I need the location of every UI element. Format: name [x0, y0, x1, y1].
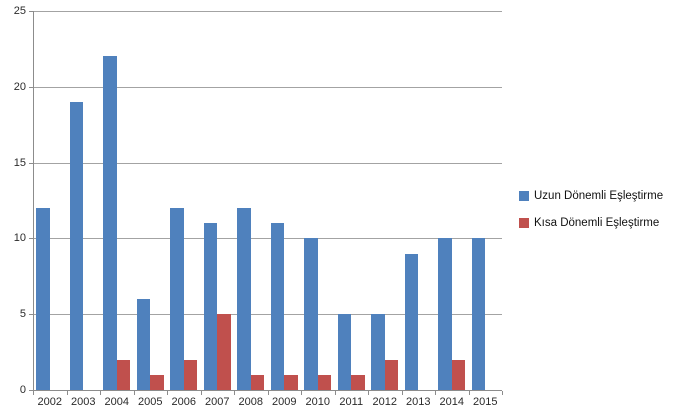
- bar-uzun-2012: [371, 314, 385, 390]
- bar-uzun-2008: [237, 208, 251, 390]
- x-axis-label-2010: 2010: [305, 396, 330, 408]
- gridline-10: [33, 238, 502, 239]
- legend-label-uzun-donemli: Uzun Dönemli Eşleştirme: [534, 190, 664, 202]
- x-axis-label-2006: 2006: [171, 396, 196, 408]
- bar-uzun-2009: [270, 223, 285, 390]
- x-tick-5: [201, 391, 202, 395]
- x-tick-7: [268, 391, 269, 395]
- bar-kisa-2004: [116, 360, 131, 390]
- y-axis-line: [33, 11, 34, 391]
- bar-uzun-2011: [337, 314, 352, 390]
- bar-uzun-2007: [203, 223, 218, 390]
- x-axis-label-2003: 2003: [71, 396, 96, 408]
- x-axis-label-2008: 2008: [238, 396, 263, 408]
- gridline-5: [33, 314, 502, 315]
- y-tick-5: [29, 314, 33, 315]
- y-axis-label-5: 5: [19, 308, 26, 320]
- legend-swatch-uzun-donemli: [519, 191, 529, 201]
- x-axis-label-2013: 2013: [406, 396, 431, 408]
- y-tick-10: [29, 238, 33, 239]
- chart-legend: Uzun Dönemli Eşleştirme Kısa Dönemli Eşl…: [519, 190, 663, 244]
- y-axis-label-25: 25: [13, 5, 26, 17]
- y-tick-20: [29, 87, 33, 88]
- legend-label-kisa-donemli: Kısa Dönemli Eşleştirme: [534, 217, 660, 229]
- x-axis-label-2015: 2015: [473, 396, 498, 408]
- bar-kisa-2012: [384, 360, 399, 390]
- gridline-15: [33, 163, 502, 164]
- bar-kisa-2007: [217, 314, 231, 390]
- x-axis-label-2012: 2012: [372, 396, 397, 408]
- x-tick-9: [335, 391, 336, 395]
- x-tick-13: [469, 391, 470, 395]
- legend-item-kisa-donemli: Kısa Dönemli Eşleştirme: [519, 217, 663, 229]
- legend-swatch-kisa-donemli: [519, 218, 529, 228]
- x-axis-label-2005: 2005: [138, 396, 163, 408]
- x-tick-11: [402, 391, 403, 395]
- y-axis-label-20: 20: [13, 81, 26, 93]
- x-tick-3: [134, 391, 135, 395]
- bar-uzun-2003: [69, 102, 84, 390]
- bar-uzun-2013: [404, 254, 419, 390]
- bar-kisa-2011: [351, 375, 365, 390]
- x-axis-label-2011: 2011: [339, 396, 364, 408]
- bar-kisa-2009: [284, 375, 298, 390]
- y-axis-label-10: 10: [13, 232, 26, 244]
- x-tick-14: [502, 391, 503, 395]
- bar-kisa-2006: [183, 360, 198, 390]
- x-tick-4: [167, 391, 168, 395]
- bar-uzun-2004: [103, 56, 117, 390]
- legend-item-uzun-donemli: Uzun Dönemli Eşleştirme: [519, 190, 663, 202]
- bar-uzun-2014: [438, 238, 452, 390]
- bar-kisa-2010: [317, 375, 332, 390]
- x-axis-label-2009: 2009: [272, 396, 297, 408]
- bar-uzun-2005: [136, 299, 151, 390]
- x-axis-line: [33, 390, 502, 391]
- bar-uzun-2002: [36, 208, 50, 390]
- x-axis-label-2007: 2007: [205, 396, 230, 408]
- x-tick-0: [33, 391, 34, 395]
- x-tick-10: [368, 391, 369, 395]
- gridline-25: [33, 11, 502, 12]
- gridline-20: [33, 87, 502, 88]
- bar-kisa-2005: [150, 375, 164, 390]
- x-tick-6: [234, 391, 235, 395]
- x-axis-label-2004: 2004: [104, 396, 129, 408]
- bar-kisa-2014: [451, 360, 466, 390]
- y-tick-25: [29, 11, 33, 12]
- x-tick-2: [100, 391, 101, 395]
- y-tick-15: [29, 163, 33, 164]
- bar-kisa-2008: [250, 375, 265, 390]
- x-axis-label-2014: 2014: [439, 396, 464, 408]
- x-tick-1: [67, 391, 68, 395]
- y-axis-label-0: 0: [19, 384, 26, 396]
- bar-uzun-2006: [170, 208, 184, 390]
- bar-uzun-2010: [304, 238, 318, 390]
- bar-uzun-2015: [471, 238, 486, 390]
- x-tick-12: [435, 391, 436, 395]
- x-tick-8: [301, 391, 302, 395]
- y-tick-0: [29, 390, 33, 391]
- x-axis-label-2002: 2002: [37, 396, 62, 408]
- y-axis-label-15: 15: [13, 157, 26, 169]
